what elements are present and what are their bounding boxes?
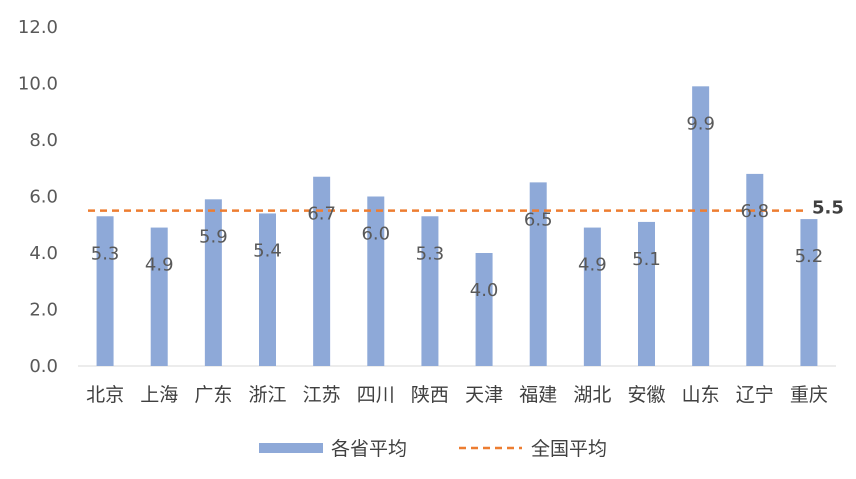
bar (150, 227, 168, 366)
x-category-label: 陕西 (411, 384, 449, 406)
data-label: 5.2 (795, 246, 824, 267)
bar (692, 86, 710, 366)
y-tick-label: 0.0 (29, 356, 58, 377)
data-label: 5.4 (253, 240, 282, 261)
data-label: 4.0 (470, 280, 499, 301)
x-category-label: 北京 (86, 384, 124, 406)
data-label: 6.8 (740, 201, 769, 222)
bar (746, 173, 764, 366)
data-label: 4.9 (578, 255, 607, 276)
bar (259, 213, 276, 366)
y-tick-label: 2.0 (29, 300, 58, 321)
legend-line-label: 全国平均 (531, 438, 607, 460)
y-tick-label: 6.0 (29, 187, 58, 208)
x-category-label: 四川 (357, 384, 395, 406)
y-tick-label: 12.0 (18, 17, 58, 38)
x-category-label: 重庆 (790, 384, 828, 406)
bar (583, 227, 601, 366)
x-axis-categories: 北京 上海 广东 浙江 江苏 四川 陕西 天津 福建 湖北 安徽 山东 辽宁 重庆 (86, 384, 828, 406)
data-label: 9.9 (686, 113, 715, 134)
data-label: 6.0 (361, 224, 390, 245)
data-label: 5.1 (632, 249, 661, 270)
x-category-label: 广东 (194, 384, 232, 406)
bar (96, 216, 114, 366)
data-label: 5.3 (416, 243, 445, 264)
national-average-label: 5.5 (812, 198, 844, 219)
y-axis-ticks: 0.0 2.0 4.0 6.0 8.0 10.0 12.0 (18, 17, 58, 377)
bar (800, 219, 818, 366)
bar (367, 196, 385, 366)
data-labels: 5.3 4.9 5.9 5.4 6.7 6.0 5.3 4.0 6.5 4.9 5.1 9.9 6.8 5… (91, 113, 823, 301)
x-category-label: 浙江 (248, 384, 286, 406)
x-category-label: 江苏 (303, 384, 341, 406)
legend-bar-swatch (259, 443, 323, 453)
bar (204, 199, 222, 366)
data-label: 4.9 (145, 255, 174, 276)
bar (313, 176, 331, 366)
y-tick-label: 10.0 (18, 74, 58, 95)
bar-series (96, 86, 818, 366)
bar (421, 216, 439, 366)
x-category-label: 安徽 (627, 384, 665, 406)
x-category-label: 福建 (519, 384, 557, 406)
y-tick-label: 4.0 (29, 243, 58, 264)
x-category-label: 山东 (682, 384, 720, 406)
y-tick-label: 8.0 (29, 130, 58, 151)
x-category-label: 湖北 (573, 384, 611, 406)
x-category-label: 上海 (140, 384, 178, 406)
x-category-label: 天津 (465, 384, 503, 406)
data-label: 5.3 (91, 243, 120, 264)
x-category-label: 辽宁 (736, 384, 774, 406)
legend: 各省平均 全国平均 (259, 438, 607, 460)
bar (529, 182, 547, 366)
bar (638, 221, 655, 366)
data-label: 6.7 (307, 204, 336, 225)
data-label: 6.5 (524, 209, 553, 230)
legend-bar-label: 各省平均 (331, 438, 407, 460)
bar (475, 253, 493, 366)
data-label: 5.9 (199, 226, 228, 247)
